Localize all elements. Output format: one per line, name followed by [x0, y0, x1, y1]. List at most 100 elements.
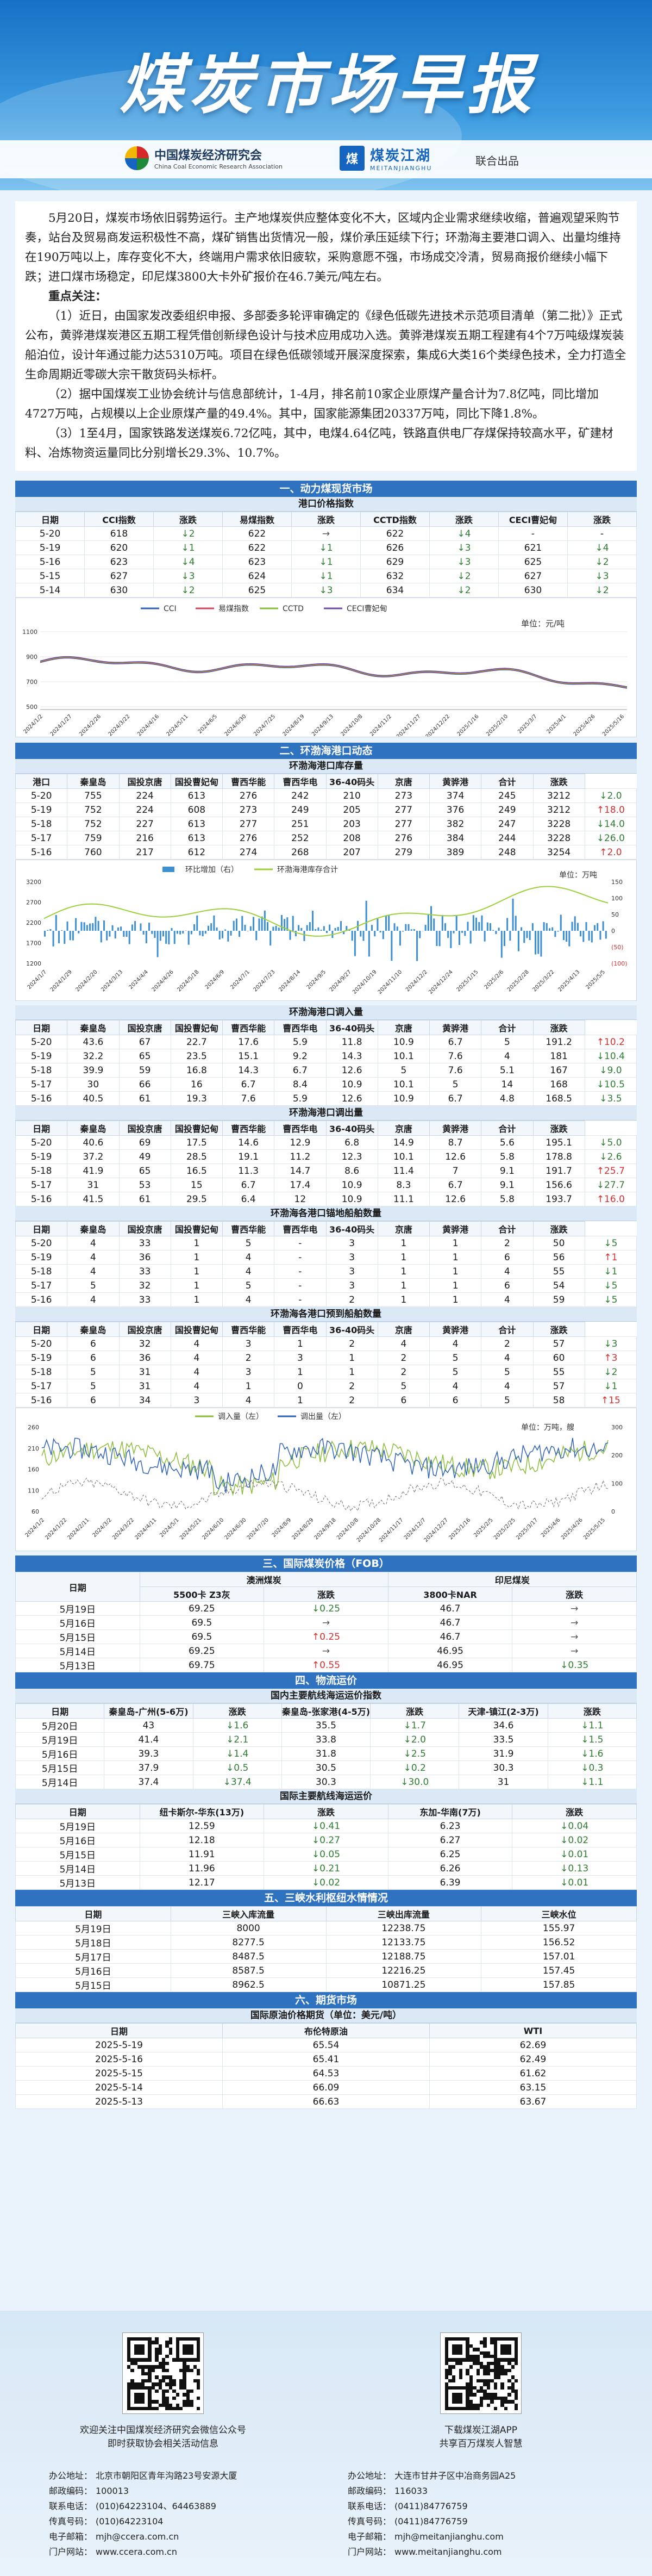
- bar: [495, 931, 497, 935]
- qr-module: [130, 2368, 134, 2372]
- contact-line: 门户网站： www.ccera.com.cn: [49, 2544, 321, 2560]
- bar: [436, 931, 438, 947]
- qr-module: [148, 2400, 152, 2404]
- table-cell: ↓3: [291, 583, 361, 598]
- table-cell: 2025-5-15: [15, 2066, 223, 2081]
- bar: [78, 931, 80, 934]
- x-tick-label: 2024/11/17: [378, 1517, 405, 1544]
- qr-module: [507, 2348, 511, 2351]
- qr-module: [507, 2393, 511, 2397]
- table-cell: 5-20: [15, 788, 68, 803]
- qr-module: [466, 2372, 469, 2376]
- table-cell: 5-16: [15, 1091, 68, 1106]
- bar: [475, 917, 478, 931]
- qr-module: [162, 2365, 166, 2369]
- table-cell: 5: [222, 1278, 275, 1293]
- table-cell: 4: [377, 1336, 430, 1351]
- qr-module: [130, 2386, 134, 2390]
- qr-module: [507, 2344, 511, 2348]
- series-line: [40, 657, 628, 688]
- bar: [267, 922, 269, 931]
- qr-module: [483, 2355, 487, 2359]
- contact-value: 116033: [394, 2486, 428, 2496]
- column-header: 国投曹妃甸: [170, 1020, 223, 1035]
- qr-module: [148, 2355, 152, 2359]
- qr-module: [497, 2337, 501, 2341]
- x-tick-label: 2024/5/11: [166, 713, 190, 737]
- qr-module: [497, 2361, 501, 2366]
- table-cell: 1: [274, 1365, 327, 1379]
- qr-module: [179, 2382, 183, 2386]
- qr-module: [466, 2393, 469, 2397]
- column-header: 黄骅港: [429, 1322, 482, 1337]
- table-cell: 5-20: [15, 526, 85, 541]
- contact-line: 传真号码： (010)64223104: [49, 2514, 321, 2529]
- bar: [568, 931, 570, 947]
- table-cell: 57: [532, 1336, 585, 1351]
- bar: [315, 929, 317, 931]
- column-header: CCTD指数: [360, 512, 430, 527]
- table-cell: 1: [377, 1250, 430, 1265]
- table-cell: 10.9: [377, 1035, 430, 1049]
- qr-module: [183, 2400, 186, 2404]
- qr-module: [459, 2375, 462, 2379]
- col-aus-price: 5500卡 Z3灰: [139, 1586, 265, 1602]
- table-cell: ↓0.02: [512, 1833, 637, 1847]
- table-cell: ↓0.21: [264, 1861, 388, 1876]
- y-tick-label: 2700: [26, 899, 41, 906]
- qr-module: [515, 2403, 518, 2407]
- table-cell: 55: [532, 1365, 585, 1379]
- table-cell: 193.7: [532, 1192, 585, 1206]
- cerea-wechat-qr-icon[interactable]: [122, 2332, 204, 2414]
- table-cell: 66.09: [222, 2080, 430, 2095]
- bar: [275, 925, 277, 931]
- expected-ships-table: 日期 秦皇岛 国投京唐 国投曹妃甸 曹西华能 曹西华电 36-40码头 京唐 黄骅港 合计 涨跌 5-…: [15, 1322, 637, 1408]
- qr-module: [190, 2351, 193, 2355]
- bar: [506, 918, 509, 931]
- column-header: 秦皇岛: [67, 1322, 120, 1337]
- qr-module: [175, 2355, 179, 2359]
- bar: [227, 931, 229, 942]
- qr-module: [183, 2348, 186, 2351]
- qr-module: [493, 2351, 497, 2355]
- column-header: 涨跌: [532, 1121, 585, 1136]
- table-cell: 5月15日: [15, 1760, 105, 1775]
- table-cell: 39.3: [104, 1746, 193, 1761]
- qr-module: [452, 2400, 456, 2404]
- table-cell: 6: [481, 1250, 534, 1265]
- qr-module: [148, 2348, 152, 2351]
- qr-module: [148, 2375, 152, 2379]
- table-cell: 11.91: [139, 1847, 265, 1862]
- table-cell: 60: [532, 1351, 585, 1365]
- table-cell: →: [291, 526, 361, 541]
- qr-module: [127, 2337, 131, 2341]
- table-cell: 12.18: [139, 1833, 265, 1847]
- domestic-freight-table: 日期 秦皇岛-广州(5-6万) 涨跌 秦皇岛-张家港(4-5万) 涨跌 天津-镇江(2-3…: [15, 1703, 637, 1789]
- qr-module: [197, 2382, 200, 2386]
- table-cell: 4: [222, 1393, 275, 1408]
- qr-module: [445, 2341, 449, 2344]
- table-cell: 2025-5-14: [15, 2080, 223, 2095]
- table-row: 2025-5-14 66.09 63.15: [15, 2080, 637, 2095]
- qr-module: [158, 2386, 162, 2390]
- table-cell: 12.6: [429, 1149, 482, 1164]
- bar: [512, 898, 514, 931]
- meitanjianghu-app-qr-icon[interactable]: [440, 2332, 522, 2414]
- bar: [455, 915, 457, 931]
- qr-module: [162, 2379, 166, 2383]
- qr-module: [490, 2361, 494, 2366]
- table-cell: 14: [481, 1077, 534, 1092]
- bar: [280, 914, 283, 931]
- table-cell: ↓2.6: [584, 1149, 637, 1164]
- table-cell: 19.1: [222, 1149, 275, 1164]
- table-cell: 629: [360, 555, 430, 569]
- table-cell: 5: [222, 1236, 275, 1250]
- qr-module: [141, 2365, 145, 2369]
- table-cell: 1: [429, 1236, 482, 1250]
- table-cell: 36: [118, 1351, 171, 1365]
- contact-line: 门户网站： www.meitanjianghu.com: [348, 2544, 630, 2560]
- table-cell: 69.5: [139, 1615, 265, 1630]
- table-cell: 4: [67, 1236, 120, 1250]
- qr-module: [448, 2365, 452, 2369]
- qr-module: [134, 2337, 138, 2341]
